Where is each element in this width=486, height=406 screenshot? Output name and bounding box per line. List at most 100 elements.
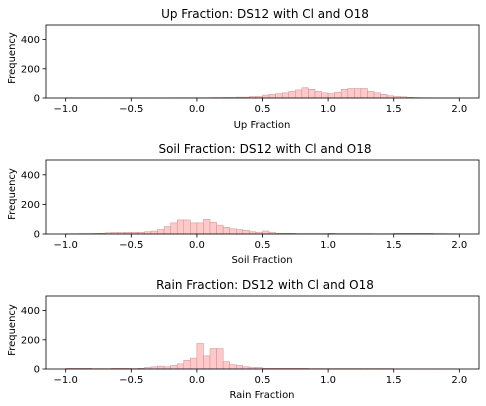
histogram-bar — [203, 218, 211, 235]
histogram-bars — [65, 87, 460, 99]
histogram-bar — [262, 230, 270, 235]
y-tick-label: 200 — [21, 200, 40, 211]
x-tick-label: −0.5 — [119, 375, 143, 386]
histogram-bar — [327, 93, 335, 99]
histogram-bar — [236, 365, 244, 370]
y-tick-label: 0 — [34, 365, 40, 376]
histogram-bar — [229, 228, 237, 235]
x-axis-label: Soil Fraction — [231, 255, 292, 266]
histogram-bar — [334, 91, 342, 99]
x-tick-label: 0.0 — [189, 240, 205, 251]
histogram-bar — [190, 222, 198, 235]
histogram-bar — [242, 230, 250, 235]
x-tick-label: −1.0 — [54, 240, 78, 251]
histogram-bar — [150, 230, 158, 235]
histogram-bar — [354, 88, 362, 99]
x-tick-label: 1.0 — [320, 240, 336, 251]
histogram-bar — [183, 219, 191, 235]
histogram-bars — [65, 343, 460, 370]
x-axis-ticks: −1.0 −0.5 0.0 0.5 1.0 1.5 2.0 — [54, 234, 467, 251]
y-axis-label: Frequency — [7, 168, 18, 220]
panel-up-fraction: Up Fraction: DS12 with Cl and O18 Freque… — [7, 7, 480, 131]
histogram-bar — [380, 94, 388, 99]
x-tick-label: 2.0 — [451, 240, 467, 251]
x-tick-label: 1.0 — [320, 104, 336, 115]
x-axis-ticks: −1.0 −0.5 0.0 0.5 1.0 1.5 2.0 — [54, 98, 467, 115]
histogram-bar — [196, 222, 204, 235]
histogram-bar — [288, 91, 296, 99]
x-tick-label: −1.0 — [54, 104, 78, 115]
x-tick-label: −0.5 — [119, 240, 143, 251]
histogram-bar — [209, 348, 217, 370]
histogram-bar — [295, 89, 303, 99]
x-tick-label: 1.5 — [386, 240, 402, 251]
histogram-bar — [340, 88, 349, 99]
y-tick-label: 400 — [21, 35, 40, 46]
chart-title: Soil Fraction: DS12 with Cl and O18 — [158, 142, 371, 156]
x-tick-label: 2.0 — [451, 375, 467, 386]
histogram-bars — [65, 218, 460, 235]
histogram-bar — [190, 357, 198, 370]
x-axis-ticks: −1.0 −0.5 0.0 0.5 1.0 1.5 2.0 — [54, 369, 467, 386]
y-axis-label: Frequency — [7, 304, 18, 356]
x-axis-label: Rain Fraction — [229, 390, 294, 401]
y-tick-label: 400 — [21, 306, 40, 317]
y-axis-ticks: 0 200 400 — [21, 306, 46, 376]
histogram-bar — [314, 91, 322, 99]
histogram-bar — [321, 92, 329, 99]
histogram-bar — [183, 359, 191, 370]
histogram-bar — [347, 88, 355, 99]
histogram-bar — [281, 92, 289, 99]
x-tick-label: 0.5 — [255, 375, 271, 386]
histogram-bar — [196, 343, 204, 370]
y-tick-label: 0 — [34, 94, 40, 105]
histogram-bar — [222, 227, 230, 235]
histogram-bar — [216, 224, 224, 235]
y-axis-label: Frequency — [7, 32, 18, 84]
panel-soil-fraction: Soil Fraction: DS12 with Cl and O18 Freq… — [7, 142, 480, 266]
histogram-bar — [275, 93, 283, 99]
histogram-bar — [367, 91, 375, 99]
histogram-bar — [373, 92, 381, 99]
histogram-bar — [170, 222, 178, 235]
x-tick-label: 0.0 — [189, 375, 205, 386]
x-tick-label: −0.5 — [119, 104, 143, 115]
histogram-bar — [268, 94, 276, 99]
histogram-bar — [360, 88, 368, 99]
histogram-bar — [163, 226, 171, 235]
y-tick-label: 200 — [21, 64, 40, 75]
x-tick-label: 0.5 — [255, 104, 271, 115]
histogram-bar — [203, 355, 211, 370]
histogram-bar — [176, 363, 185, 370]
histogram-bar — [301, 87, 309, 99]
histogram-bar — [157, 365, 165, 370]
x-axis-label: Up Fraction — [234, 120, 291, 131]
y-tick-label: 400 — [21, 170, 40, 181]
x-tick-label: 1.5 — [386, 375, 402, 386]
histogram-bar — [209, 221, 217, 235]
chart-title: Rain Fraction: DS12 with Cl and O18 — [156, 278, 374, 292]
histogram-bar — [236, 229, 244, 235]
x-tick-label: −1.0 — [54, 375, 78, 386]
histogram-bar — [229, 364, 237, 370]
panel-rain-fraction: Rain Fraction: DS12 with Cl and O18 Freq… — [7, 278, 480, 401]
histogram-bar — [176, 219, 185, 235]
y-tick-label: 200 — [21, 335, 40, 346]
y-axis-ticks: 0 200 400 — [21, 35, 46, 105]
histogram-bar — [308, 88, 316, 99]
x-tick-label: 1.0 — [320, 375, 336, 386]
histogram-bar — [170, 365, 178, 370]
histogram-bar — [262, 94, 270, 99]
chart-title: Up Fraction: DS12 with Cl and O18 — [161, 7, 369, 21]
y-tick-label: 0 — [34, 230, 40, 241]
y-axis-ticks: 0 200 400 — [21, 170, 46, 241]
plot-frame — [45, 24, 480, 99]
histogram-bar — [157, 229, 165, 235]
histogram-bar — [216, 348, 224, 370]
x-tick-label: 0.0 — [189, 104, 205, 115]
histogram-bar — [222, 361, 230, 370]
x-tick-label: 0.5 — [255, 240, 271, 251]
plot-frame — [45, 295, 480, 370]
x-tick-label: 1.5 — [386, 104, 402, 115]
